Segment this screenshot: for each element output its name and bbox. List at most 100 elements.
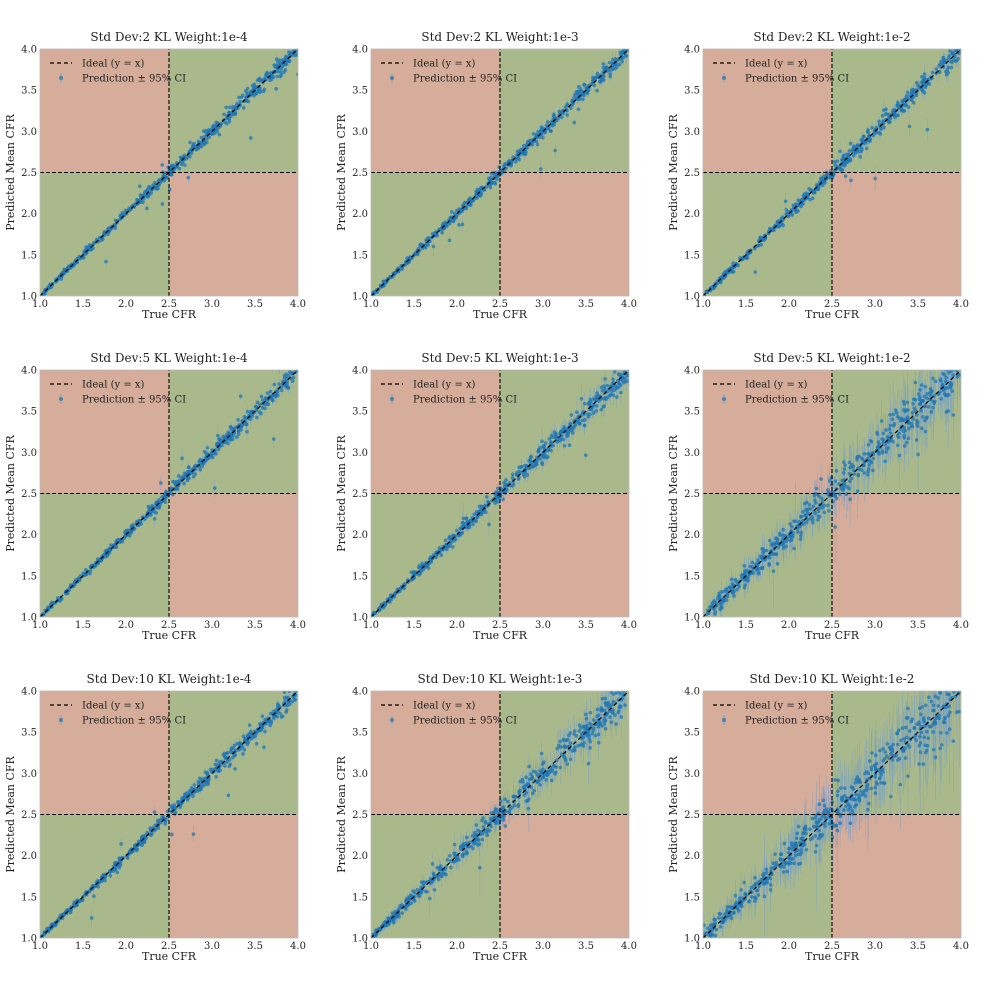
- x-tick-label: 4.0: [290, 620, 306, 631]
- data-point: [400, 266, 404, 270]
- data-point: [81, 255, 86, 260]
- data-point: [618, 50, 622, 55]
- y-tick-label: 4.0: [352, 45, 368, 56]
- data-point: [145, 187, 150, 192]
- data-point: [488, 185, 493, 190]
- data-point: [626, 379, 629, 383]
- data-point: [847, 149, 852, 153]
- data-point: [77, 576, 81, 581]
- x-tick-label: 3.5: [910, 299, 926, 310]
- x-tick-label: 1.0: [363, 299, 379, 310]
- y-tick-label: 3.0: [21, 448, 37, 459]
- plot-frame: [39, 48, 299, 297]
- data-point: [887, 114, 892, 119]
- region-false-negative: [169, 493, 298, 617]
- data-point: [169, 486, 174, 491]
- data-point: [882, 125, 886, 130]
- data-point: [266, 402, 271, 407]
- x-tick-label: 1.5: [406, 299, 422, 310]
- x-tick-label: 2.5: [492, 299, 508, 310]
- data-point: [838, 149, 842, 154]
- data-point: [576, 107, 581, 112]
- data-point: [867, 138, 871, 143]
- data-point: [538, 167, 543, 171]
- data-point: [864, 146, 869, 151]
- data-point: [404, 262, 408, 266]
- data-point: [284, 62, 289, 66]
- data-point: [245, 86, 250, 91]
- data-point: [199, 135, 204, 140]
- data-point: [277, 370, 281, 372]
- data-point: [202, 449, 207, 454]
- data-point: [901, 109, 905, 114]
- data-point: [145, 206, 149, 211]
- data-point: [262, 87, 267, 92]
- x-axis-label: True CFR: [142, 308, 197, 321]
- data-point: [896, 100, 900, 105]
- data-point: [620, 59, 624, 64]
- legend: Ideal (y = x) Prediction ± 95% CI: [50, 59, 186, 85]
- data-point: [958, 33, 962, 37]
- data-point: [613, 66, 617, 71]
- data-point: [269, 71, 274, 76]
- data-point: [268, 389, 273, 394]
- data-point: [745, 252, 750, 257]
- data-point: [180, 162, 184, 167]
- data-point: [914, 80, 919, 85]
- data-point: [259, 411, 263, 416]
- data-point: [599, 76, 603, 81]
- data-point: [715, 281, 720, 285]
- data-point: [254, 92, 258, 96]
- data-point: [808, 197, 812, 202]
- data-point: [105, 553, 110, 558]
- data-point: [202, 129, 206, 134]
- data-point: [909, 97, 913, 101]
- y-tick-label: 3.0: [684, 127, 700, 138]
- data-point: [948, 49, 952, 53]
- data-point: [906, 90, 910, 95]
- data-point: [293, 42, 297, 46]
- data-point: [462, 201, 467, 205]
- data-point: [199, 144, 204, 149]
- data-point: [426, 243, 430, 247]
- legend-pred-label: Prediction ± 95% CI: [745, 74, 849, 85]
- data-point: [950, 51, 955, 56]
- data-point: [954, 49, 958, 53]
- data-point: [602, 74, 606, 79]
- subplot-title: Std Dev:5 KL Weight:1e-4: [90, 351, 248, 365]
- legend-pred-label: Prediction ± 95% CI: [82, 395, 186, 406]
- data-point: [83, 568, 88, 572]
- data-point: [257, 78, 261, 82]
- data-point: [236, 429, 241, 434]
- x-tick-label: 1.5: [75, 620, 91, 631]
- y-tick-label: 2.0: [21, 209, 37, 220]
- data-point: [859, 138, 864, 142]
- data-point: [880, 113, 885, 118]
- data-point: [807, 187, 811, 191]
- data-point: [447, 238, 452, 243]
- data-point: [487, 176, 491, 181]
- data-point: [552, 112, 556, 117]
- data-point: [506, 160, 511, 164]
- region-false-positive: [371, 49, 500, 173]
- data-point: [601, 62, 606, 66]
- data-point: [440, 230, 444, 235]
- region-false-positive: [40, 370, 169, 494]
- subplot-title: Std Dev:2 KL Weight:1e-3: [421, 30, 578, 44]
- data-point: [431, 244, 436, 249]
- data-point: [91, 246, 95, 250]
- data-point: [881, 119, 885, 124]
- data-point: [435, 233, 440, 238]
- data-point: [235, 102, 239, 106]
- data-point: [882, 108, 886, 112]
- data-point: [238, 394, 243, 399]
- data-point: [81, 571, 86, 576]
- data-point: [88, 569, 93, 573]
- data-point: [833, 163, 838, 167]
- y-tick-label: 3.5: [21, 407, 37, 418]
- data-point: [565, 113, 570, 117]
- x-tick-label: 2.5: [161, 299, 177, 310]
- data-point: [224, 105, 228, 110]
- data-point: [149, 513, 153, 517]
- data-point: [835, 159, 840, 163]
